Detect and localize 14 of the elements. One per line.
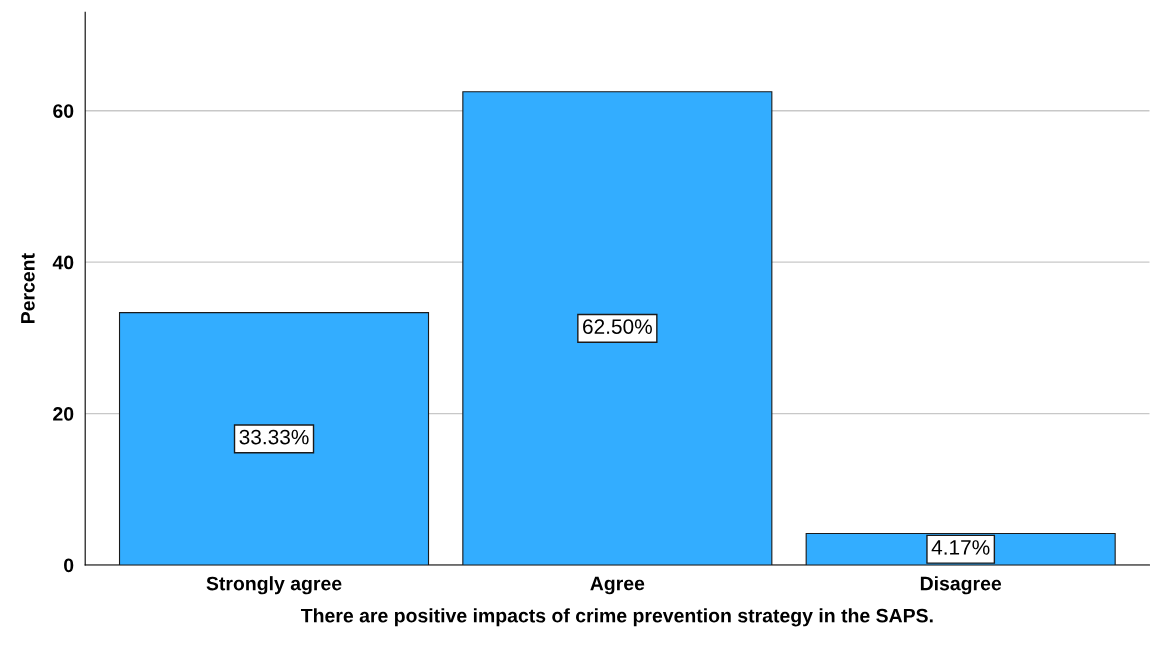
- x-tick-label: Agree: [590, 576, 645, 595]
- data-label: 33.33%: [239, 429, 309, 445]
- bar: [462, 91, 773, 566]
- x-axis-title: There are positive impacts of crime prevention strategy in the SAPS.: [300, 608, 933, 627]
- y-tick-label: 20: [53, 407, 74, 421]
- bar: [118, 312, 430, 566]
- y-tick-label: 0: [64, 558, 74, 573]
- y-tick-label: 60: [53, 104, 74, 118]
- data-label: 62.50%: [583, 319, 652, 334]
- x-tick-label: Disagree: [920, 576, 1002, 595]
- y-axis-title: Percent: [21, 253, 35, 323]
- data-label: 4.17%: [931, 540, 990, 555]
- y-tick-label: 40: [52, 255, 74, 270]
- x-tick-label: Strongly agree: [206, 576, 342, 595]
